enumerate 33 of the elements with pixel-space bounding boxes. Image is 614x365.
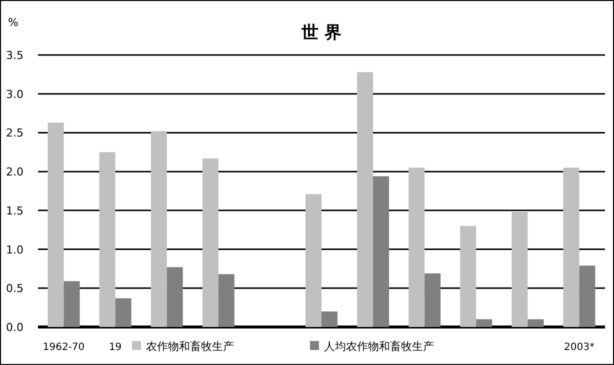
y-tick-label: 3.5 xyxy=(6,49,24,62)
y-tick-label: 2.5 xyxy=(6,126,24,140)
bar xyxy=(166,267,183,327)
bar xyxy=(476,319,492,327)
bar xyxy=(306,194,322,327)
y-tick-label: 1.0 xyxy=(6,243,24,256)
y-tick-label: 1.5 xyxy=(6,204,24,218)
bar xyxy=(202,158,218,327)
bar xyxy=(48,122,64,327)
x-tick-label: 2003* xyxy=(564,342,594,353)
y-axis-title: % xyxy=(8,16,18,29)
y-tick-label: 0.0 xyxy=(6,321,24,334)
x-tick-label: 1962-70 xyxy=(42,342,85,353)
bar xyxy=(150,131,167,327)
bar xyxy=(408,168,425,327)
y-tick-label: 2.0 xyxy=(6,166,24,179)
bar xyxy=(99,152,116,327)
y-tick-label: 3.0 xyxy=(6,88,24,101)
bar xyxy=(528,319,544,327)
y-tick-label: 0.5 xyxy=(6,282,24,296)
bar xyxy=(512,212,528,327)
bar xyxy=(424,273,441,327)
chart-title: 世 界 xyxy=(300,23,342,43)
bar xyxy=(322,311,338,327)
bar xyxy=(373,176,390,327)
bar xyxy=(563,168,580,327)
bar xyxy=(218,274,234,327)
x-tick-label: 19 xyxy=(108,342,122,353)
bar xyxy=(64,281,80,327)
bar xyxy=(357,72,374,327)
bar xyxy=(460,226,476,327)
bar xyxy=(115,298,132,327)
bar xyxy=(579,266,596,327)
